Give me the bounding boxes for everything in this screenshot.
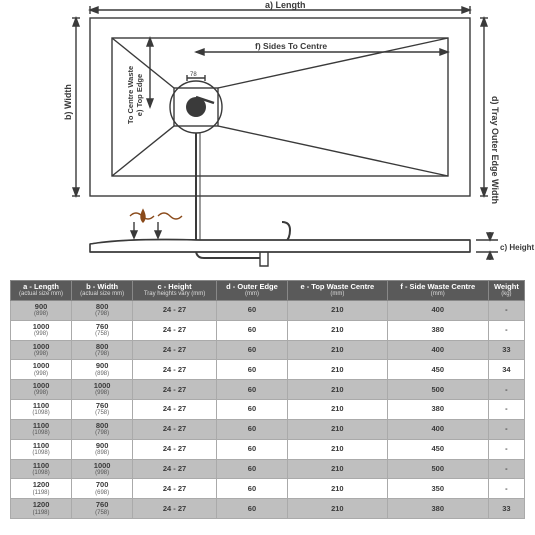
table-row: 1200(1198)760(758)24 - 276021038033 [11,499,525,519]
label-c: c) Height [500,243,535,252]
table-row: 1000(998)1000(998)24 - 2760210500- [11,380,525,400]
col-a: a - Length(actual size mm) [11,281,72,301]
table-header-row: a - Length(actual size mm) b - Width(act… [11,281,525,301]
table-row: 1000(998)800(798)24 - 276021040033 [11,340,525,360]
diagram-area: a) Length b) Width d) Tray Outer Edge Wi… [0,0,535,280]
col-e: e - Top Waste Centre(mm) [287,281,387,301]
table-row: 1100(1098)900(898)24 - 2760210450- [11,439,525,459]
table-row: 1100(1098)1000(998)24 - 2760210500- [11,459,525,479]
label-f: f) Sides To Centre [255,41,327,51]
table-row: 1200(1198)700(698)24 - 2760210350- [11,479,525,499]
label-e1: e) Top Edge [135,74,144,116]
tray-diagram: a) Length b) Width d) Tray Outer Edge Wi… [0,0,535,280]
col-c: c - HeightTray heights vary (mm) [133,281,217,301]
table-row: 1100(1098)760(758)24 - 2760210380- [11,400,525,420]
label-e2: To Centre Waste [126,66,135,124]
col-f: f - Side Waste Centre(mm) [387,281,488,301]
col-b: b - Width(actual size mm) [72,281,133,301]
col-d: d - Outer Edge(mm) [216,281,287,301]
spec-table-area: a - Length(actual size mm) b - Width(act… [10,280,525,519]
spec-table: a - Length(actual size mm) b - Width(act… [10,280,525,519]
label-b: b) Width [63,84,73,120]
label-78: 78 [190,72,197,78]
table-row: 900(898)800(798)24 - 2760210400- [11,300,525,320]
table-row: 1000(998)760(758)24 - 2760210380- [11,320,525,340]
label-a: a) Length [265,0,306,10]
table-row: 1100(1098)800(798)24 - 2760210400- [11,419,525,439]
table-body: 900(898)800(798)24 - 2760210400-1000(998… [11,300,525,518]
label-d: d) Tray Outer Edge Width [490,96,500,204]
table-row: 1000(998)900(898)24 - 276021045034 [11,360,525,380]
col-w: Weight(kg) [488,281,524,301]
